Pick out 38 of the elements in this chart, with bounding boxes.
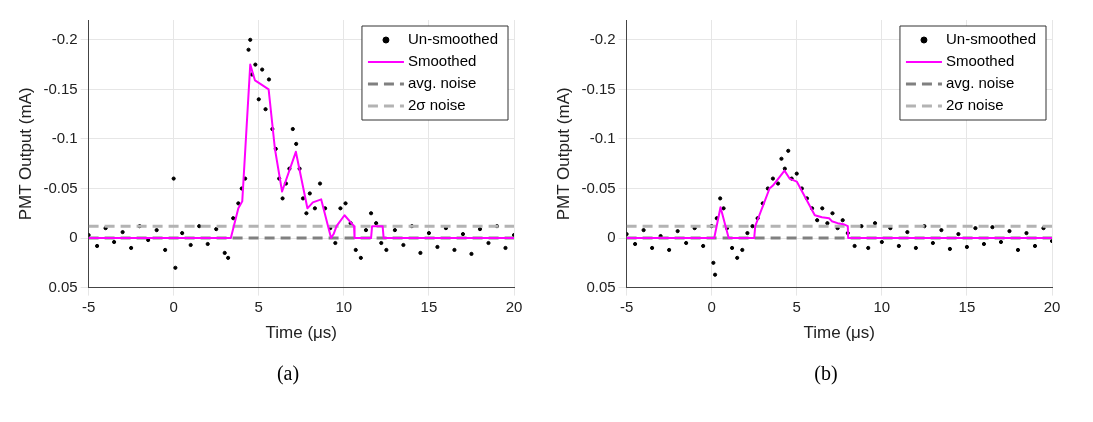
y-tick-label: -0.1	[589, 129, 616, 147]
legend-label: Smoothed	[407, 52, 477, 70]
y-tick-label: 0.05	[586, 277, 616, 295]
x-tick-label: 0	[707, 297, 716, 315]
y-tick-label: -0.15	[43, 79, 78, 97]
legend-label: Un-smoothed	[945, 30, 1036, 48]
y-tick-label: 0	[69, 228, 78, 246]
y-tick-label: -0.2	[589, 29, 616, 47]
y-tick-label: -0.1	[51, 129, 78, 147]
legend-label: Smoothed	[945, 52, 1015, 70]
y-tick-label: -0.2	[51, 29, 78, 47]
x-axis-title: Time (μs)	[803, 323, 876, 343]
legend-label: Un-smoothed	[407, 30, 498, 48]
x-axis-title: Time (μs)	[265, 323, 338, 343]
y-axis-title: PMT Output (mA)	[553, 87, 573, 221]
x-tick-label: 15	[958, 297, 976, 315]
legend-label: 2σ noise	[407, 96, 466, 114]
x-tick-label: 10	[873, 297, 891, 315]
legend-label: avg. noise	[407, 74, 477, 92]
text: (a)	[275, 362, 301, 385]
legend-label: avg. noise	[945, 74, 1015, 92]
x-tick-label: 10	[335, 297, 353, 315]
y-axis-title: PMT Output (mA)	[15, 87, 35, 221]
x-tick-label: 15	[420, 297, 438, 315]
y-tick-label: -0.15	[581, 79, 616, 97]
legend-label: 2σ noise	[945, 96, 1004, 114]
x-tick-label: -5	[619, 297, 634, 315]
y-tick-label: 0.05	[48, 277, 78, 295]
x-tick-label: 20	[505, 297, 523, 315]
y-tick-label: -0.05	[581, 178, 616, 196]
x-tick-label: 0	[169, 297, 178, 315]
x-tick-label: 5	[792, 297, 801, 315]
x-tick-label: 20	[1043, 297, 1061, 315]
text: (b)	[813, 362, 839, 385]
x-tick-label: 5	[254, 297, 263, 315]
y-tick-label: -0.05	[43, 178, 78, 196]
x-tick-label: -5	[81, 297, 96, 315]
y-tick-label: 0	[607, 228, 616, 246]
